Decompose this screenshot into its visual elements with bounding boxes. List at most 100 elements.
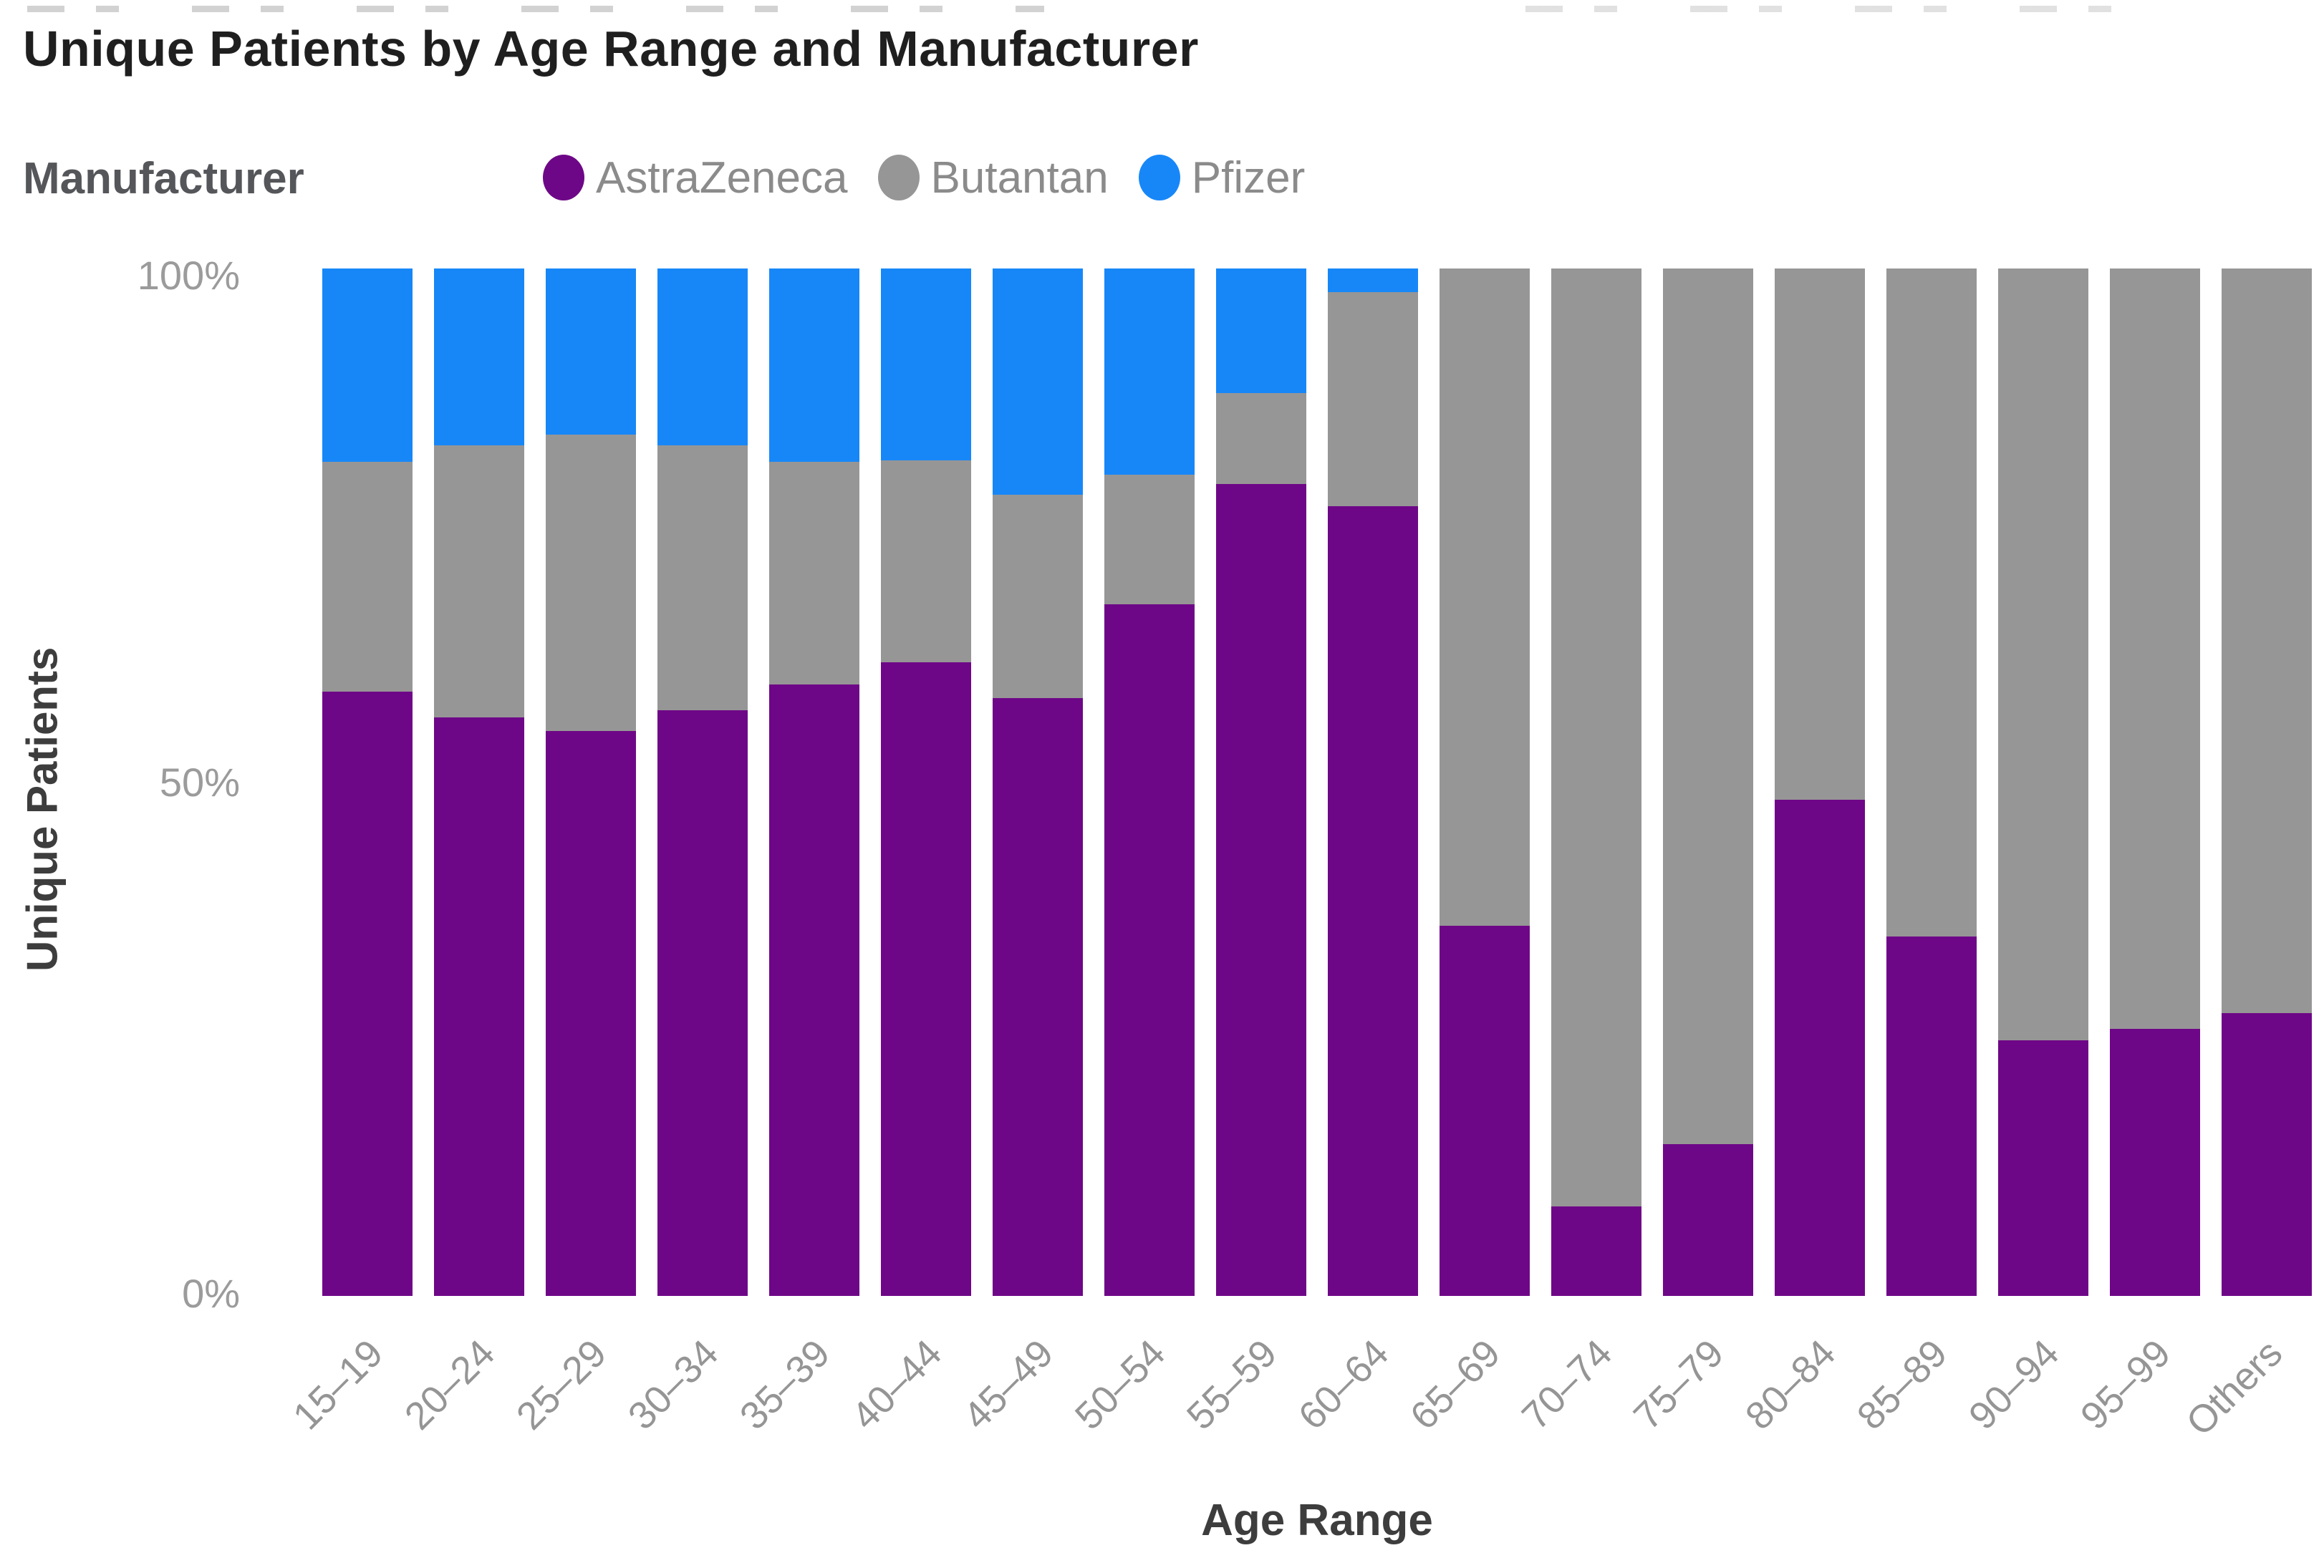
segment-pfizer[interactable] <box>881 268 971 461</box>
x-tick-label: 85–89 <box>1848 1331 1956 1438</box>
x-axis-title: Age Range <box>1201 1496 1433 1545</box>
segment-astrazeneca[interactable] <box>769 684 859 1296</box>
x-tick-label: 30–34 <box>619 1331 727 1438</box>
segment-astrazeneca[interactable] <box>1998 1040 2088 1296</box>
segment-pfizer[interactable] <box>434 268 524 445</box>
segment-pfizer[interactable] <box>322 268 413 462</box>
cropped-text-artifact <box>1525 6 2156 12</box>
y-axis-title: Unique Patients <box>18 647 67 972</box>
x-tick-label: 55–59 <box>1178 1331 1286 1438</box>
plot-area <box>322 268 2312 1296</box>
segment-astrazeneca[interactable] <box>434 717 524 1296</box>
bar-25-29[interactable] <box>546 268 636 1296</box>
segment-astrazeneca[interactable] <box>1328 505 1418 1296</box>
legend-item-pfizer[interactable]: Pfizer <box>1138 153 1306 203</box>
legend-dot-astrazeneca <box>543 155 584 200</box>
segment-butantan[interactable] <box>769 461 859 685</box>
legend-dot-pfizer <box>1138 155 1180 200</box>
segment-butantan[interactable] <box>434 445 524 718</box>
x-tick-label: 25–29 <box>508 1331 615 1438</box>
legend-items: AstraZeneca Butantan Pfizer <box>543 147 1305 208</box>
segment-butantan[interactable] <box>993 494 1083 698</box>
legend-label: Butantan <box>930 153 1109 203</box>
x-tick-label: 75–79 <box>1625 1331 1732 1438</box>
segment-butantan[interactable] <box>1998 268 2088 1040</box>
segment-astrazeneca[interactable] <box>322 692 413 1296</box>
bar-90-94[interactable] <box>1998 268 2088 1296</box>
segment-butantan[interactable] <box>2110 268 2200 1029</box>
x-tick-label: 35–39 <box>731 1331 839 1438</box>
segment-butantan[interactable] <box>1104 475 1195 605</box>
x-tick-label: 45–49 <box>955 1331 1062 1438</box>
legend-label: AstraZeneca <box>596 153 848 203</box>
segment-butantan[interactable] <box>1775 268 1865 800</box>
bar-70-74[interactable] <box>1551 268 1641 1296</box>
segment-butantan[interactable] <box>1328 292 1418 506</box>
segment-pfizer[interactable] <box>1328 268 1418 293</box>
segment-butantan[interactable] <box>1551 268 1641 1207</box>
bar-75-79[interactable] <box>1663 268 1753 1296</box>
x-tick-label: 70–74 <box>1513 1331 1621 1438</box>
y-tick-100: 100% <box>137 253 240 298</box>
segment-astrazeneca[interactable] <box>1886 936 1977 1296</box>
segment-astrazeneca[interactable] <box>1663 1143 1753 1296</box>
cropped-text-artifact <box>27 6 1044 12</box>
x-axis-labels: 15–19 20–24 25–29 30–34 35–39 40–44 45–49 50–54… <box>285 1312 2312 1491</box>
segment-astrazeneca[interactable] <box>2222 1013 2312 1296</box>
segment-astrazeneca[interactable] <box>993 697 1083 1296</box>
segment-astrazeneca[interactable] <box>546 730 636 1296</box>
x-tick-label: 90–94 <box>1960 1331 2068 1438</box>
bar-55-59[interactable] <box>1216 268 1306 1296</box>
bar-95-99[interactable] <box>2110 268 2200 1296</box>
y-tick-50: 50% <box>159 760 240 805</box>
chart-title: Unique Patients by Age Range and Manufac… <box>23 21 1199 77</box>
bar-60-64[interactable] <box>1328 268 1418 1296</box>
segment-butantan[interactable] <box>1440 268 1530 926</box>
segment-butantan[interactable] <box>2222 268 2312 1014</box>
segment-astrazeneca[interactable] <box>881 662 971 1296</box>
segment-astrazeneca[interactable] <box>657 710 748 1296</box>
legend: Manufacturer AstraZeneca Butantan Pfizer <box>23 147 2300 208</box>
bar-80-84[interactable] <box>1775 268 1865 1296</box>
segment-butantan[interactable] <box>322 461 413 692</box>
legend-item-astrazeneca[interactable]: AstraZeneca <box>543 153 848 203</box>
segment-astrazeneca[interactable] <box>1104 604 1195 1296</box>
legend-item-butantan[interactable]: Butantan <box>877 153 1109 203</box>
bar-40-44[interactable] <box>881 268 971 1296</box>
segment-butantan[interactable] <box>1216 392 1306 485</box>
segment-astrazeneca[interactable] <box>1216 484 1306 1296</box>
segment-pfizer[interactable] <box>1216 268 1306 393</box>
segment-butantan[interactable] <box>546 435 636 731</box>
legend-label: Pfizer <box>1191 153 1306 203</box>
bars <box>322 268 2312 1296</box>
segment-astrazeneca[interactable] <box>2110 1028 2200 1296</box>
bar-15-19[interactable] <box>322 268 413 1296</box>
segment-astrazeneca[interactable] <box>1775 799 1865 1296</box>
segment-butantan[interactable] <box>1663 268 1753 1144</box>
x-tick-label: 80–84 <box>1737 1331 1844 1438</box>
legend-title: Manufacturer <box>23 154 304 203</box>
segment-astrazeneca[interactable] <box>1440 926 1530 1296</box>
bar-85-89[interactable] <box>1886 268 1977 1296</box>
segment-butantan[interactable] <box>1886 268 1977 937</box>
segment-butantan[interactable] <box>881 460 971 662</box>
segment-pfizer[interactable] <box>657 268 748 445</box>
segment-butantan[interactable] <box>657 445 748 711</box>
x-tick-label: Others <box>2178 1331 2291 1444</box>
bar-50-54[interactable] <box>1104 268 1195 1296</box>
segment-pfizer[interactable] <box>993 268 1083 495</box>
bar-others[interactable] <box>2222 268 2312 1296</box>
x-tick-label: 65–69 <box>1402 1331 1509 1438</box>
segment-pfizer[interactable] <box>1104 268 1195 475</box>
segment-pfizer[interactable] <box>546 268 636 435</box>
segment-pfizer[interactable] <box>769 268 859 462</box>
bar-35-39[interactable] <box>769 268 859 1296</box>
segment-astrazeneca[interactable] <box>1551 1206 1641 1296</box>
bar-65-69[interactable] <box>1440 268 1530 1296</box>
x-tick-label: 60–64 <box>1290 1331 1397 1438</box>
bar-20-24[interactable] <box>434 268 524 1296</box>
bar-45-49[interactable] <box>993 268 1083 1296</box>
x-tick-label: 20–24 <box>396 1331 503 1438</box>
bar-30-34[interactable] <box>657 268 748 1296</box>
